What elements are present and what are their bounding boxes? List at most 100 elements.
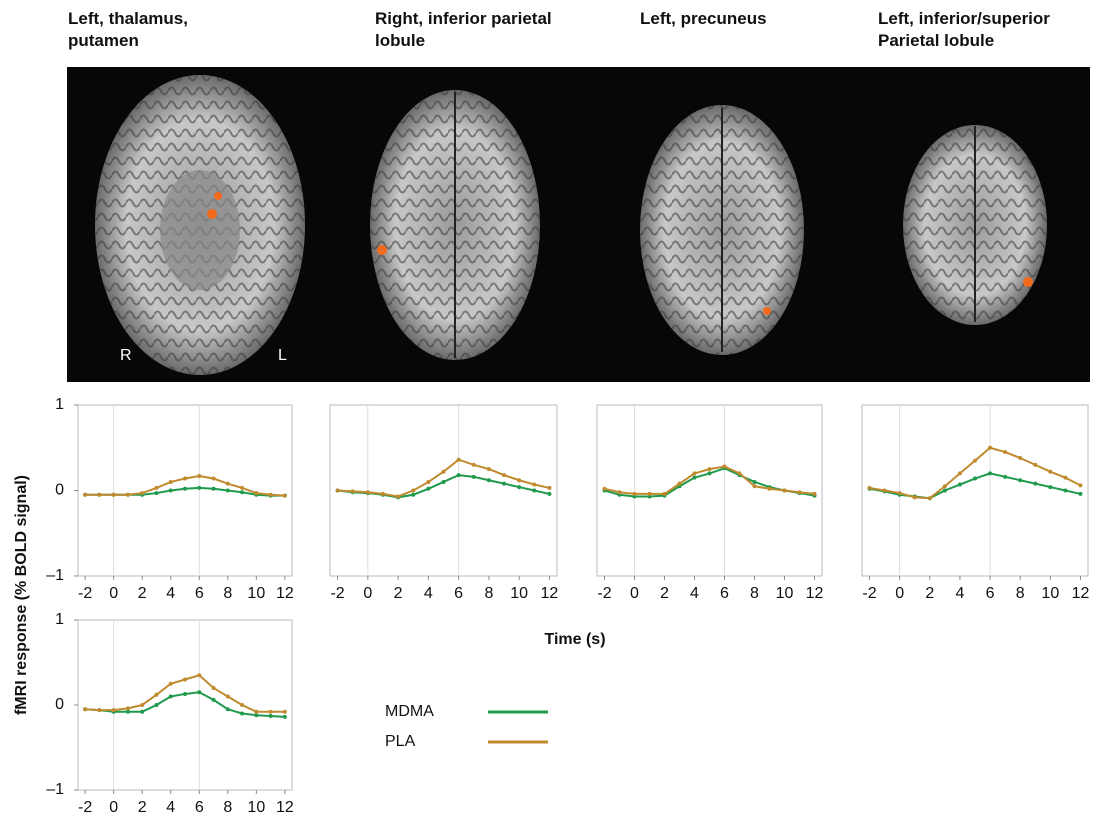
data-point (140, 703, 144, 707)
data-point (1018, 456, 1022, 460)
data-point (663, 492, 667, 496)
data-point (693, 476, 697, 480)
data-point (502, 473, 506, 477)
x-tick-label: 2 (138, 585, 147, 602)
data-point (768, 487, 772, 491)
data-point (197, 673, 201, 677)
data-point (1033, 463, 1037, 467)
x-tick-label: 0 (630, 585, 639, 602)
legend-label: PLA (385, 733, 416, 750)
x-tick-label: 8 (750, 585, 759, 602)
data-point (442, 480, 446, 484)
data-point (336, 489, 340, 493)
data-point (783, 489, 787, 493)
y-tick-label: 0 (55, 482, 64, 499)
data-point (97, 493, 101, 497)
data-point (603, 487, 607, 491)
data-point (1063, 476, 1067, 480)
data-point (517, 485, 521, 489)
data-point (1078, 483, 1082, 487)
x-tick-label: 12 (1072, 585, 1090, 602)
x-tick-label: 6 (195, 799, 204, 816)
data-point (254, 710, 258, 714)
data-point (254, 491, 258, 495)
x-tick-label: 2 (925, 585, 934, 602)
y-tick-label: 0 (55, 696, 64, 713)
data-point (532, 483, 536, 487)
data-point (240, 712, 244, 716)
data-point (532, 489, 536, 493)
data-point (83, 493, 87, 497)
data-point (226, 482, 230, 486)
data-point (269, 710, 273, 714)
x-tick-label: 4 (166, 585, 175, 602)
x-tick-label: 4 (424, 585, 433, 602)
y-tick-label: –1 (46, 781, 64, 798)
x-tick-label: 8 (223, 799, 232, 816)
data-point (487, 478, 491, 482)
data-point (708, 467, 712, 471)
data-point (426, 487, 430, 491)
y-axis-label: fMRI response (% BOLD signal) (13, 475, 30, 715)
x-tick-label: 4 (166, 799, 175, 816)
data-point (126, 706, 130, 710)
data-point (212, 686, 216, 690)
data-point (226, 489, 230, 493)
data-point (183, 487, 187, 491)
x-tick-label: 8 (223, 585, 232, 602)
plot-frame (862, 405, 1088, 576)
data-point (943, 484, 947, 488)
data-point (169, 682, 173, 686)
data-point (112, 493, 116, 497)
data-point (97, 708, 101, 712)
data-point (197, 486, 201, 490)
data-point (283, 494, 287, 498)
orientation-label: R (120, 347, 132, 364)
data-point (1003, 475, 1007, 479)
data-point (457, 473, 461, 477)
data-point (283, 715, 287, 719)
data-point (212, 487, 216, 491)
data-point (547, 486, 551, 490)
data-point (154, 486, 158, 490)
x-tick-label: 10 (510, 585, 528, 602)
data-point (753, 484, 757, 488)
data-point (140, 710, 144, 714)
x-tick-label: 2 (394, 585, 403, 602)
x-tick-label: 4 (690, 585, 699, 602)
data-point (547, 492, 551, 496)
data-point (197, 690, 201, 694)
data-point (1033, 482, 1037, 486)
x-axis-label: Time (s) (544, 631, 605, 648)
data-point (269, 714, 273, 718)
data-point (988, 471, 992, 475)
data-point (472, 463, 476, 467)
data-point (240, 486, 244, 490)
x-tick-label: 6 (986, 585, 995, 602)
data-point (708, 471, 712, 475)
x-tick-label: 12 (541, 585, 559, 602)
y-tick-label: 1 (55, 396, 64, 413)
data-point (396, 494, 400, 498)
legend-label: MDMA (385, 703, 434, 720)
x-tick-label: -2 (78, 799, 92, 816)
x-tick-label: -2 (330, 585, 344, 602)
data-point (169, 695, 173, 699)
data-point (958, 483, 962, 487)
data-point (943, 489, 947, 493)
data-point (140, 491, 144, 495)
data-point (212, 698, 216, 702)
y-tick-label: –1 (46, 567, 64, 584)
data-point (988, 446, 992, 450)
data-point (753, 480, 757, 484)
data-point (381, 492, 385, 496)
x-tick-label: 2 (138, 799, 147, 816)
data-point (928, 496, 932, 500)
data-point (723, 465, 727, 469)
x-tick-label: 6 (195, 585, 204, 602)
x-tick-label: 8 (1016, 585, 1025, 602)
data-point (1048, 485, 1052, 489)
x-tick-label: 4 (955, 585, 964, 602)
data-point (366, 490, 370, 494)
x-tick-label: 2 (660, 585, 669, 602)
